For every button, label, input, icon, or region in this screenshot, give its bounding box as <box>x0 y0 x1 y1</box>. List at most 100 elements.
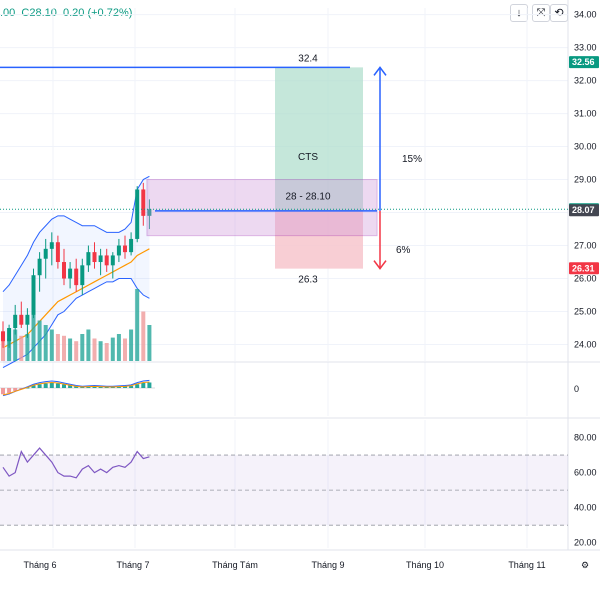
volume-bar <box>43 325 48 361</box>
price-tick-label: 31.00 <box>574 109 597 119</box>
time-tick-label: Tháng 10 <box>406 560 444 570</box>
bollinger-upper <box>2 175 150 293</box>
candle <box>43 248 48 259</box>
volume-bar <box>110 337 115 361</box>
price-badge-label: 32.56 <box>572 57 595 67</box>
loss-zone <box>275 210 363 269</box>
macd-bar <box>62 384 66 388</box>
upside-arrow-head <box>373 66 387 76</box>
rsi-tick-label: 60.00 <box>574 468 597 478</box>
macd-bar <box>37 384 42 388</box>
macd-bar <box>31 385 36 388</box>
volume-bar <box>86 329 91 361</box>
price-badge <box>569 204 599 217</box>
time-tick-label: Tháng 7 <box>116 560 149 570</box>
macd-bar <box>1 388 5 395</box>
price-badge <box>569 262 599 275</box>
volume-bar <box>80 334 85 361</box>
candle <box>13 314 18 329</box>
candle <box>110 255 115 266</box>
macd-bar <box>104 387 109 388</box>
macd-bar <box>74 386 79 388</box>
volume-bar <box>25 334 30 361</box>
candle <box>92 252 97 263</box>
macd-bar <box>141 383 146 388</box>
volume-bar <box>31 311 36 361</box>
price-tick-label: 26.00 <box>574 274 597 284</box>
volume-bar <box>135 289 140 361</box>
candle <box>104 255 109 266</box>
price-badge <box>569 56 599 69</box>
ohlc-legend: .00 C28.10 0.20 (+0.72%) <box>0 7 133 19</box>
price-tick-label: 29.00 <box>574 175 597 185</box>
price-badge-label: 28.07 <box>572 205 595 215</box>
downside-label: 6% <box>396 245 411 256</box>
time-tick-label: Tháng 9 <box>311 560 344 570</box>
macd-bar <box>86 386 91 388</box>
downside-arrow-head <box>373 260 387 270</box>
candle <box>141 189 146 216</box>
macd-signal-line <box>2 381 150 396</box>
upside-label: 15% <box>402 154 422 165</box>
macd-bar <box>80 387 85 388</box>
time-tick-label: Tháng Tám <box>212 560 258 570</box>
candle <box>129 238 134 253</box>
volume-bar <box>13 329 18 361</box>
candle <box>49 242 54 249</box>
candle <box>135 189 140 239</box>
candle <box>147 209 152 216</box>
macd-bar <box>98 386 103 388</box>
price-tick-label: 32.00 <box>574 76 597 86</box>
volume-bar <box>147 325 152 361</box>
candle <box>74 268 79 286</box>
volume-bar <box>123 338 127 361</box>
macd-bar <box>116 386 121 388</box>
price-tick-label: 34.00 <box>574 10 597 20</box>
macd-bar <box>43 383 48 388</box>
macd-bar <box>110 387 115 388</box>
price-tick-label: 33.00 <box>574 43 597 53</box>
volume-bar <box>98 341 103 361</box>
macd-bar <box>49 383 54 388</box>
macd-bar <box>92 386 97 388</box>
candle <box>19 314 24 325</box>
volume-bar <box>104 343 109 361</box>
candle <box>98 255 103 263</box>
macd-bar <box>7 388 12 393</box>
price-tick-label: 25.00 <box>574 307 597 317</box>
macd-bar <box>147 382 152 388</box>
price-tick-label: 30.00 <box>574 142 597 152</box>
volume-bar <box>55 334 60 361</box>
volume-bar <box>68 338 73 361</box>
target-label: 32.4 <box>298 53 318 64</box>
macd-bar <box>135 384 140 388</box>
time-tick-label: Tháng 6 <box>23 560 56 570</box>
price-tick-label: 24.00 <box>574 340 597 350</box>
volume-bar <box>62 335 66 361</box>
candle <box>31 275 36 315</box>
candle <box>123 245 127 253</box>
macd-bar <box>55 383 60 388</box>
macd-bar <box>13 388 18 391</box>
price-tick-label: 27.00 <box>574 241 597 251</box>
volume-bar <box>49 329 54 361</box>
volume-bar <box>37 320 42 361</box>
macd-bar <box>25 387 30 389</box>
candle <box>62 262 66 279</box>
chevron-down-icon: ↓ <box>516 7 522 19</box>
price-badge-label: 26.31 <box>572 263 595 273</box>
volume-bar <box>141 311 146 361</box>
volume-bar <box>7 338 12 361</box>
volume-bar <box>19 335 24 361</box>
fit-button[interactable]: ⤧ <box>532 4 550 22</box>
profit-zone <box>275 67 363 211</box>
entry-zone-box <box>146 179 378 237</box>
fit-screen-icon: ⤧ <box>536 7 546 19</box>
candle <box>7 328 12 342</box>
candle <box>37 258 42 276</box>
candle <box>25 314 30 325</box>
reset-icon: ⟲ <box>554 7 564 19</box>
stop-label: 26.3 <box>298 275 318 286</box>
macd-line <box>2 379 150 397</box>
